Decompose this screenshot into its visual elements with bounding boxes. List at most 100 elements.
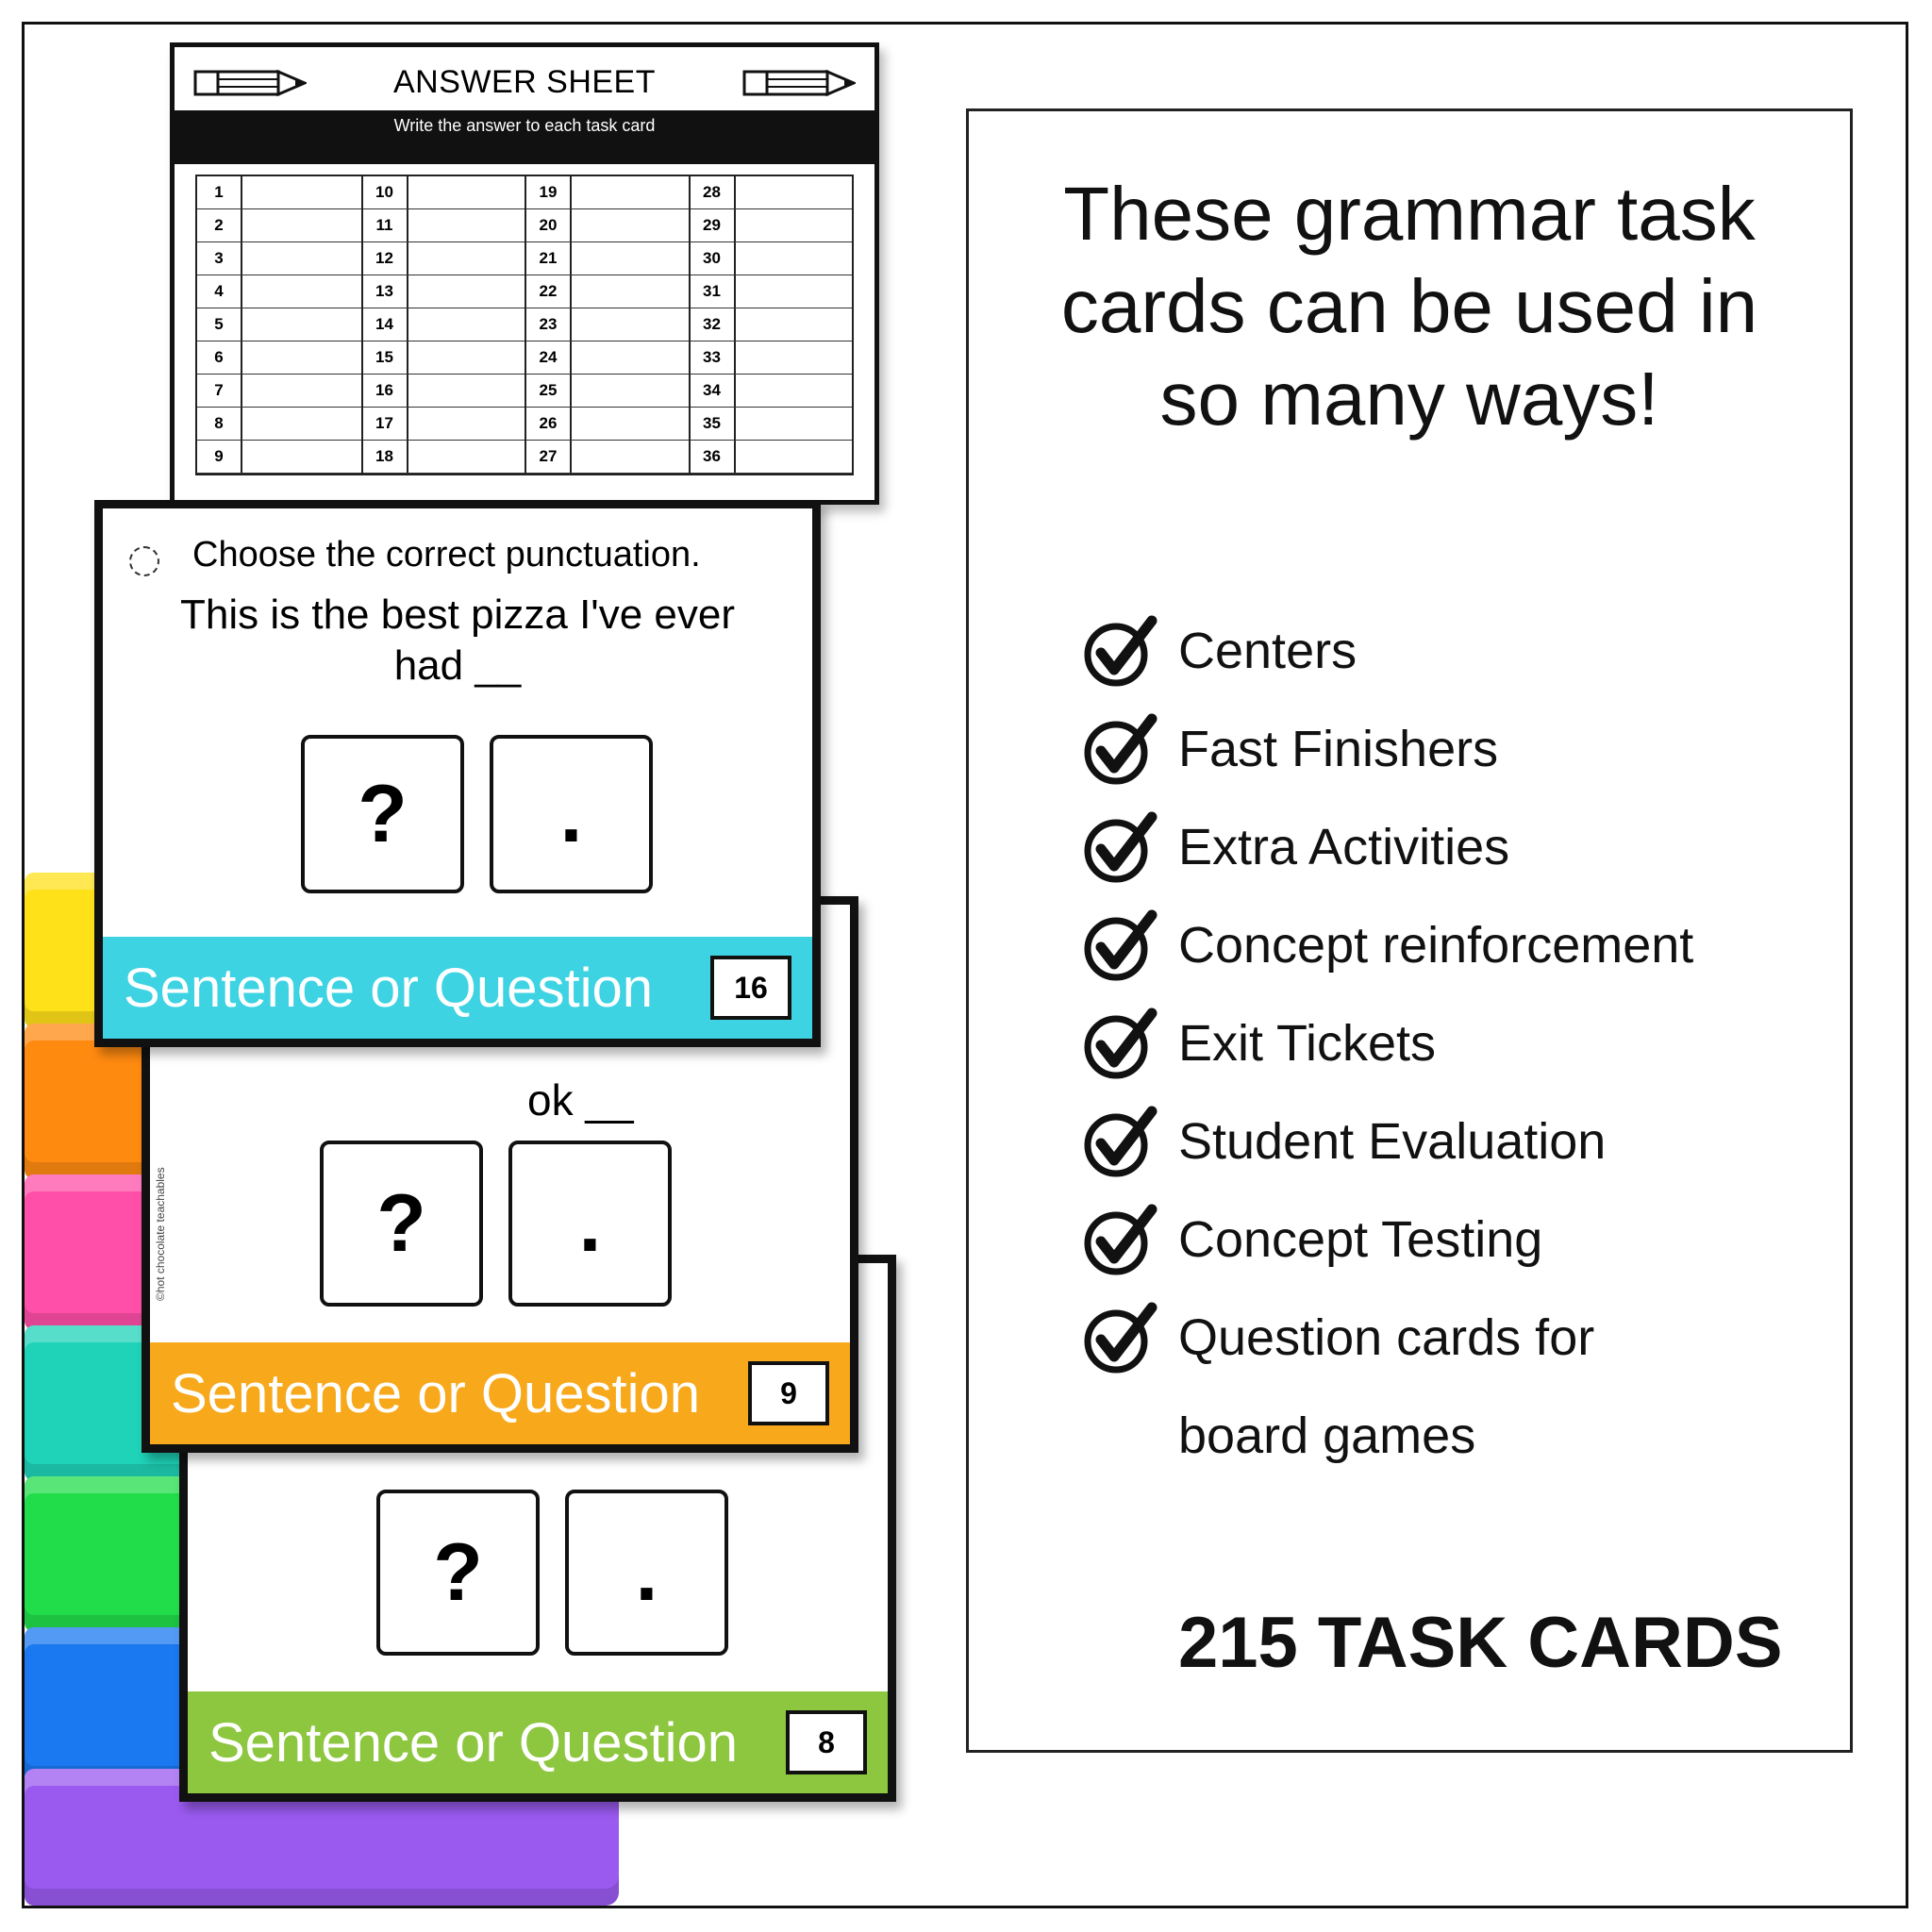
dashed-circle-icon (129, 546, 159, 576)
answer-sheet: ANSWER SHEET Write the answer to each ta… (170, 42, 879, 505)
use-item: Concept reinforcement (1082, 896, 1693, 994)
answer-column: 28 29 30 31 32 33 34 35 36 (688, 176, 853, 474)
headline-line: cards can be used in (1060, 264, 1758, 348)
copyright-credit: ©hot chocolate teachables (154, 1167, 167, 1301)
use-item: Concept Testing (1082, 1191, 1693, 1289)
answer-blank (736, 341, 853, 374)
check-circle-icon (1082, 1300, 1158, 1375)
answer-row: 27 (526, 441, 689, 474)
check-circle-icon (1082, 908, 1158, 983)
answer-row: 16 (362, 375, 525, 408)
answer-blank (242, 408, 361, 440)
use-label: Concept Testing (1178, 1211, 1543, 1268)
answer-blank (408, 408, 525, 440)
card-footer: Sentence or Question 9 (150, 1342, 850, 1444)
answer-number: 9 (197, 441, 242, 473)
answer-row: 14 (362, 308, 525, 341)
use-item: Student Evaluation (1082, 1092, 1693, 1191)
use-item: Centers (1082, 602, 1693, 700)
answer-row: 36 (690, 441, 853, 474)
answer-blank (572, 209, 689, 242)
task-card-16: Choose the correct punctuation. This is … (94, 500, 821, 1047)
option-period: . (508, 1141, 672, 1307)
answer-blank (736, 441, 853, 473)
task-card-count: 215 TASK CARDS (1178, 1603, 1783, 1683)
answer-blank (572, 408, 689, 440)
card-sentence: This is the best pizza I've ever had __ (103, 590, 812, 691)
uses-list: Centers Fast Finishers Extra Activities Con… (1082, 602, 1693, 1485)
card-number: 8 (786, 1710, 867, 1774)
answer-blank (242, 441, 361, 473)
answer-blank (572, 375, 689, 407)
use-label: Centers (1178, 623, 1357, 679)
answer-blank (408, 375, 525, 407)
answer-blank (242, 275, 361, 308)
answer-blank (242, 209, 361, 242)
answer-number: 11 (363, 209, 408, 242)
answer-number: 21 (526, 242, 572, 275)
check-circle-icon (1082, 1104, 1158, 1179)
answer-row: 8 (197, 408, 361, 441)
answer-number: 17 (363, 408, 408, 440)
answer-blank (572, 275, 689, 308)
answer-number: 24 (526, 341, 572, 374)
answer-blank (408, 341, 525, 374)
answer-number: 25 (526, 375, 572, 407)
answer-blank (572, 441, 689, 473)
answer-row: 23 (526, 308, 689, 341)
answer-row: 21 (526, 242, 689, 275)
answer-blank (242, 308, 361, 341)
answer-row: 24 (526, 341, 689, 375)
card-number: 16 (710, 956, 791, 1020)
answer-number: 23 (526, 308, 572, 341)
page-frame (22, 22, 1908, 1908)
answer-number: 19 (526, 176, 572, 208)
use-label: Fast Finishers (1178, 721, 1499, 777)
pencil-icon (742, 69, 856, 97)
option-question-mark: ? (376, 1490, 540, 1656)
answer-number: 15 (363, 341, 408, 374)
use-item: board games (1082, 1387, 1693, 1485)
card-number: 9 (748, 1361, 829, 1425)
answer-blank (242, 375, 361, 407)
answer-blank (408, 441, 525, 473)
answer-row: 7 (197, 375, 361, 408)
answer-blank (572, 308, 689, 341)
answer-sheet-subtitle: Write the answer to each task card (175, 110, 874, 164)
use-label: Extra Activities (1178, 819, 1510, 875)
answer-blank (736, 375, 853, 407)
use-item: Question cards for (1082, 1289, 1693, 1387)
answer-blank (242, 242, 361, 275)
answer-column: 19 20 21 22 23 24 25 26 27 (525, 176, 689, 474)
answer-row: 1 (197, 176, 361, 209)
answer-row: 10 (362, 176, 525, 209)
answer-row: 18 (362, 441, 525, 474)
answer-row: 22 (526, 275, 689, 308)
answer-number: 28 (691, 176, 736, 208)
answer-number: 14 (363, 308, 408, 341)
card-title: Sentence or Question (124, 957, 654, 1019)
check-circle-icon (1082, 809, 1158, 885)
answer-row: 28 (690, 176, 853, 209)
use-item: Exit Tickets (1082, 994, 1693, 1092)
answer-row: 32 (690, 308, 852, 341)
use-item: Extra Activities (1082, 798, 1693, 896)
answer-row: 34 (690, 375, 853, 408)
answer-number: 27 (526, 441, 572, 473)
answer-blank (408, 176, 525, 208)
use-label: board games (1178, 1407, 1476, 1464)
answer-row: 30 (690, 242, 852, 275)
answer-number: 35 (691, 408, 736, 440)
check-circle-icon (1082, 711, 1158, 787)
answer-blank (736, 275, 853, 308)
answer-blank (736, 176, 853, 208)
answer-row: 6 (197, 341, 361, 375)
headline: These grammar task cards can be used in … (969, 168, 1850, 445)
answer-row: 13 (362, 275, 525, 308)
answer-number: 1 (197, 176, 242, 208)
use-label: Question cards for (1178, 1309, 1595, 1366)
card-footer: Sentence or Question 16 (103, 937, 812, 1039)
headline-line: These grammar task (1063, 172, 1756, 256)
answer-row: 19 (526, 176, 689, 209)
answer-row: 20 (526, 209, 689, 242)
